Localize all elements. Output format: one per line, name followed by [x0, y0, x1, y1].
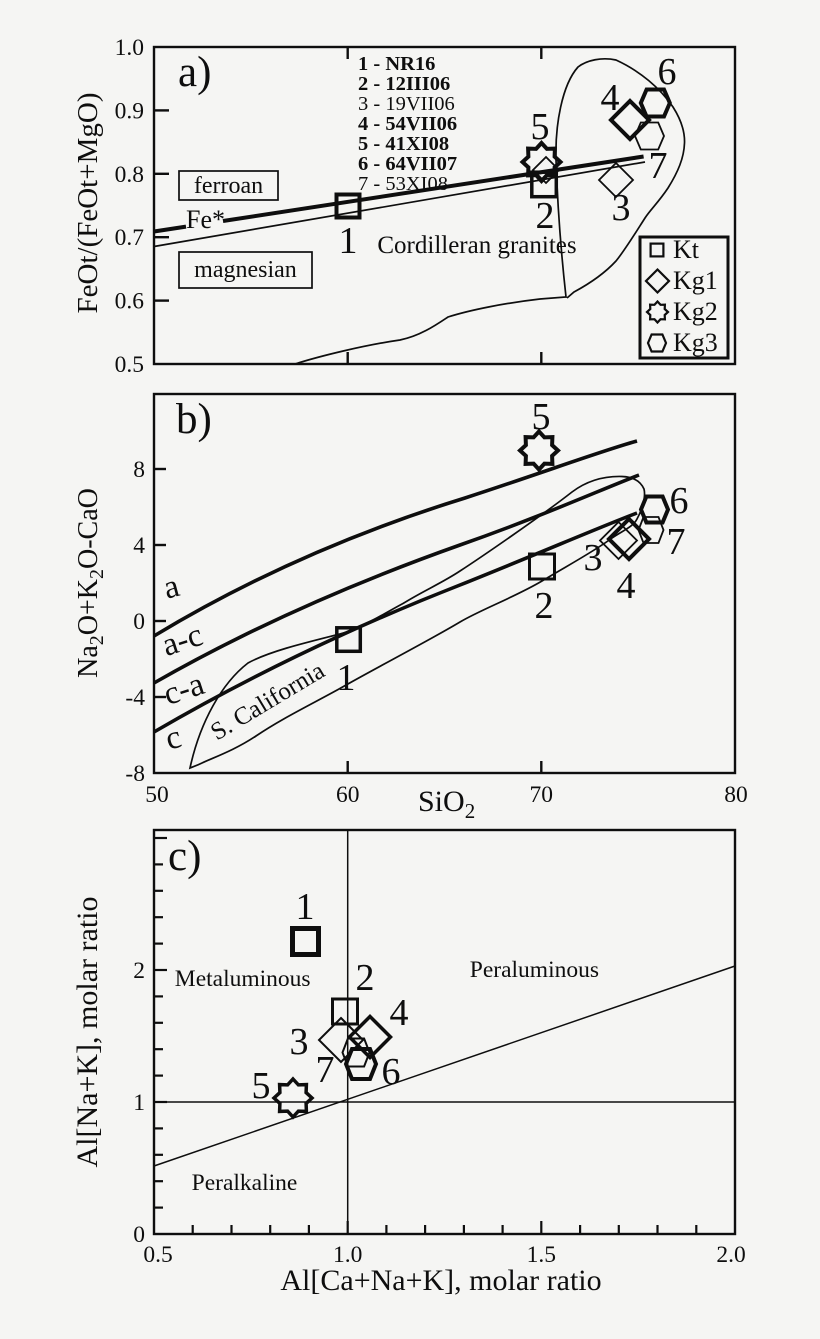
- svg-text:1: 1: [339, 220, 358, 262]
- svg-text:Kt: Kt: [673, 235, 700, 264]
- svg-text:4: 4: [390, 992, 409, 1034]
- svg-text:0: 0: [133, 1222, 145, 1248]
- svg-text:5 - 41XI08: 5 - 41XI08: [358, 133, 449, 155]
- svg-text:1: 1: [133, 1090, 145, 1116]
- svg-text:80: 80: [724, 782, 748, 808]
- svg-text:1: 1: [296, 886, 315, 928]
- svg-text:a): a): [178, 49, 211, 96]
- svg-text:FeOt/(FeOt+MgO): FeOt/(FeOt+MgO): [72, 93, 104, 314]
- svg-text:Peraluminous: Peraluminous: [470, 957, 599, 983]
- svg-text:-8: -8: [125, 761, 145, 787]
- svg-text:1.5: 1.5: [527, 1242, 556, 1268]
- svg-text:2: 2: [356, 957, 375, 999]
- svg-text:Kg3: Kg3: [673, 328, 718, 357]
- svg-text:2.0: 2.0: [716, 1242, 745, 1268]
- svg-text:ferroan: ferroan: [194, 173, 263, 199]
- svg-text:3: 3: [612, 187, 631, 229]
- svg-text:4: 4: [617, 565, 636, 607]
- svg-text:Kg1: Kg1: [673, 266, 718, 295]
- svg-text:2: 2: [536, 195, 555, 237]
- svg-text:Kg2: Kg2: [673, 297, 718, 326]
- svg-text:1.0: 1.0: [333, 1242, 362, 1268]
- svg-text:3 - 19VII06: 3 - 19VII06: [358, 93, 455, 115]
- svg-text:0: 0: [133, 609, 145, 635]
- svg-text:8: 8: [133, 457, 145, 483]
- svg-text:6: 6: [670, 480, 689, 522]
- svg-text:1 - NR16: 1 - NR16: [358, 53, 435, 75]
- svg-text:3: 3: [290, 1021, 309, 1063]
- svg-text:-4: -4: [125, 685, 145, 711]
- svg-text:b): b): [176, 396, 212, 443]
- svg-text:2 - 12III06: 2 - 12III06: [358, 73, 450, 95]
- svg-text:60: 60: [336, 782, 360, 808]
- svg-text:7: 7: [316, 1049, 335, 1091]
- svg-text:2: 2: [535, 585, 554, 627]
- svg-text:6 - 64VII07: 6 - 64VII07: [358, 153, 457, 175]
- svg-text:4: 4: [133, 533, 145, 559]
- svg-text:0.8: 0.8: [115, 162, 144, 188]
- svg-text:0.5: 0.5: [143, 1242, 172, 1268]
- svg-text:70: 70: [530, 782, 554, 808]
- svg-text:Cordilleran granites: Cordilleran granites: [377, 232, 576, 259]
- svg-text:1: 1: [337, 657, 356, 699]
- svg-text:7: 7: [667, 521, 686, 563]
- svg-text:6: 6: [382, 1051, 401, 1093]
- svg-text:4 - 54VII06: 4 - 54VII06: [358, 113, 457, 135]
- svg-text:7: 7: [649, 145, 668, 187]
- svg-text:0.5: 0.5: [115, 352, 144, 378]
- svg-text:Na2O+K2O-CaO: Na2O+K2O-CaO: [73, 488, 108, 678]
- svg-text:4: 4: [601, 77, 620, 119]
- svg-text:Metaluminous: Metaluminous: [175, 966, 311, 992]
- svg-text:3: 3: [584, 537, 603, 579]
- svg-text:2: 2: [133, 958, 145, 984]
- svg-text:5: 5: [531, 106, 550, 148]
- svg-text:c: c: [162, 719, 185, 758]
- svg-text:Al[Na+K], molar ratio: Al[Na+K], molar ratio: [71, 897, 104, 1168]
- svg-text:Fe*: Fe*: [186, 205, 225, 234]
- svg-text:a: a: [160, 568, 184, 607]
- svg-text:SiO2: SiO2: [418, 785, 475, 823]
- svg-text:6: 6: [658, 51, 677, 93]
- svg-text:c): c): [168, 833, 201, 880]
- svg-text:Peralkaline: Peralkaline: [192, 1170, 298, 1196]
- svg-text:0.7: 0.7: [115, 225, 145, 251]
- svg-text:0.9: 0.9: [115, 98, 144, 124]
- svg-text:Al[Ca+Na+K], molar ratio: Al[Ca+Na+K], molar ratio: [280, 1264, 601, 1297]
- svg-text:0.6: 0.6: [115, 289, 145, 315]
- svg-text:50: 50: [145, 782, 169, 808]
- svg-text:magnesian: magnesian: [194, 257, 297, 283]
- svg-text:1.0: 1.0: [115, 35, 144, 61]
- svg-text:5: 5: [252, 1065, 271, 1107]
- svg-text:5: 5: [532, 396, 551, 438]
